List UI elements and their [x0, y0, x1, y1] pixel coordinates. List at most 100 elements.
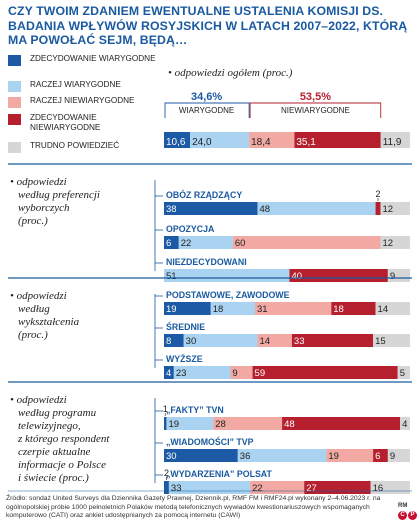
group-label: OBÓZ RZĄDZĄCY — [166, 189, 242, 200]
logo-text: RM — [398, 503, 408, 509]
bar-segment — [380, 236, 410, 249]
legend-swatch — [8, 97, 21, 108]
bar-value-label: 2 — [164, 468, 169, 478]
bar-value-label: 30 — [166, 451, 177, 462]
section-label: według programu — [18, 407, 97, 419]
bar-value-label: 6 — [166, 238, 171, 249]
bar-value-label: 33 — [171, 483, 182, 494]
section-label: telewizyjnego, — [18, 420, 81, 432]
bar-segment — [255, 302, 332, 315]
bar-value-label: 12 — [382, 238, 393, 249]
bar-segment — [166, 417, 214, 430]
group-label: NIEZDECYDOWANI — [166, 257, 247, 267]
bar-value-label: 18 — [333, 304, 344, 315]
bar-value-label: 18 — [213, 304, 224, 315]
niewiarygodne-label: NIEWIARYGODNE — [281, 106, 350, 115]
legend-label: RACZEJ WIARYGODNE — [30, 80, 121, 89]
section-label: i świecie (proc.) — [18, 472, 89, 484]
section-label: (proc.) — [18, 215, 48, 227]
chart-title: CZY TWOIM ZDANIEM EWENTUALNE USTALENIA K… — [8, 4, 408, 47]
bar-value-label: 10,6 — [166, 137, 186, 148]
bar-segment — [400, 417, 410, 430]
bar-segment — [164, 481, 169, 494]
bar-segment — [397, 366, 410, 379]
bar-segment — [164, 236, 179, 249]
bar-value-label: 2 — [376, 189, 381, 199]
bar-value-label: 19 — [166, 304, 177, 315]
legend-swatch — [8, 142, 21, 153]
bar-value-label: 48 — [259, 204, 270, 215]
section-label: z którego respondent — [17, 433, 110, 445]
bar-segment — [164, 132, 191, 148]
bar-segment — [164, 269, 290, 282]
bar-value-label: 35,1 — [296, 137, 316, 148]
legend-swatch — [8, 114, 21, 125]
bar-value-label: 19 — [168, 419, 179, 430]
bar-value-label: 31 — [257, 304, 268, 315]
section-label: według preferencji — [18, 189, 100, 201]
legend-swatch — [8, 55, 21, 66]
section-label: • odpowiedzi — [10, 176, 67, 188]
section-label: • odpowiedzi ogółem (proc.) — [168, 67, 293, 79]
bar-value-label: 14 — [378, 304, 389, 315]
bar-value-label: 27 — [306, 483, 317, 494]
bar-value-label: 24,0 — [192, 137, 212, 148]
group-label: WYŻSZE — [166, 354, 203, 364]
bar-value-label: 19 — [328, 451, 339, 462]
niewiarygodne-bracket — [249, 102, 382, 118]
bar-segment — [232, 236, 381, 249]
bar-segment — [387, 449, 410, 462]
wiarygodne-bracket — [164, 102, 250, 118]
bar-segment — [230, 366, 253, 379]
section-label: informacje o Polsce — [18, 459, 106, 471]
bar-value-label: 30 — [186, 336, 197, 347]
bar-segment — [213, 417, 283, 430]
bar-segment — [375, 202, 381, 215]
legend-label: ZDECYDOWANIE WIARYGODNE — [30, 54, 156, 63]
bar-segment — [291, 334, 374, 347]
bar-value-label: 4 — [166, 368, 171, 379]
section-label: wyborczych — [18, 202, 70, 214]
group-label: „WYDARZENIA” POLSAT — [166, 469, 273, 479]
bar-segment — [257, 334, 292, 347]
bar-value-label: 11,9 — [383, 137, 402, 148]
bar-value-label: 48 — [284, 419, 295, 430]
bar-value-label: 22 — [252, 483, 263, 494]
chart-area: • odpowiedzi ogółem (proc.) 34,6% WIARYGOD… — [8, 67, 412, 494]
section-label: według — [18, 303, 50, 315]
bar-value-label: 40 — [291, 271, 302, 282]
bar-value-label: 1 — [163, 404, 168, 414]
section-label: wykształcenia — [18, 316, 80, 328]
bar-value-label: 36 — [240, 451, 251, 462]
bar-value-label: 15 — [375, 336, 386, 347]
group-label: PODSTAWOWE, ZAWODOWE — [166, 290, 290, 300]
bar-segment — [289, 269, 388, 282]
bar-segment — [190, 132, 250, 148]
bar-value-label: 59 — [255, 368, 266, 379]
bar-value-label: 8 — [166, 336, 171, 347]
bar-value-label: 33 — [294, 336, 305, 347]
legend-label: RACZEJ NIEWIARYGODNE — [30, 96, 135, 105]
bar-value-label: 9 — [390, 271, 395, 282]
bar-value-label: 60 — [235, 238, 246, 249]
bar-segment — [183, 334, 258, 347]
bar-segment — [178, 236, 233, 249]
legend-swatch — [8, 81, 21, 92]
bar-value-label: 9 — [390, 451, 395, 462]
bar-segment — [164, 366, 174, 379]
logo-circle-c: C — [398, 511, 407, 520]
bar-value-label: 14 — [259, 336, 270, 347]
section-label: • odpowiedzi — [10, 394, 67, 406]
bar-segment — [164, 302, 211, 315]
bar-value-label: 22 — [181, 238, 192, 249]
group-label: „FAKTY” TVN — [166, 405, 224, 415]
wiarygodne-label: WIARYGODNE — [179, 106, 234, 115]
bar-value-label: 9 — [232, 368, 237, 379]
bar-segment — [237, 449, 327, 462]
bar-segment — [173, 366, 231, 379]
bar-value-label: 18,4 — [251, 137, 271, 148]
legend-label: ZDECYDOWANIE NIEWIARYGODNE — [30, 113, 101, 132]
group-label: ŚREDNIE — [166, 321, 205, 332]
bar-value-label: 38 — [166, 204, 177, 215]
bar-value-label: 12 — [382, 204, 393, 215]
